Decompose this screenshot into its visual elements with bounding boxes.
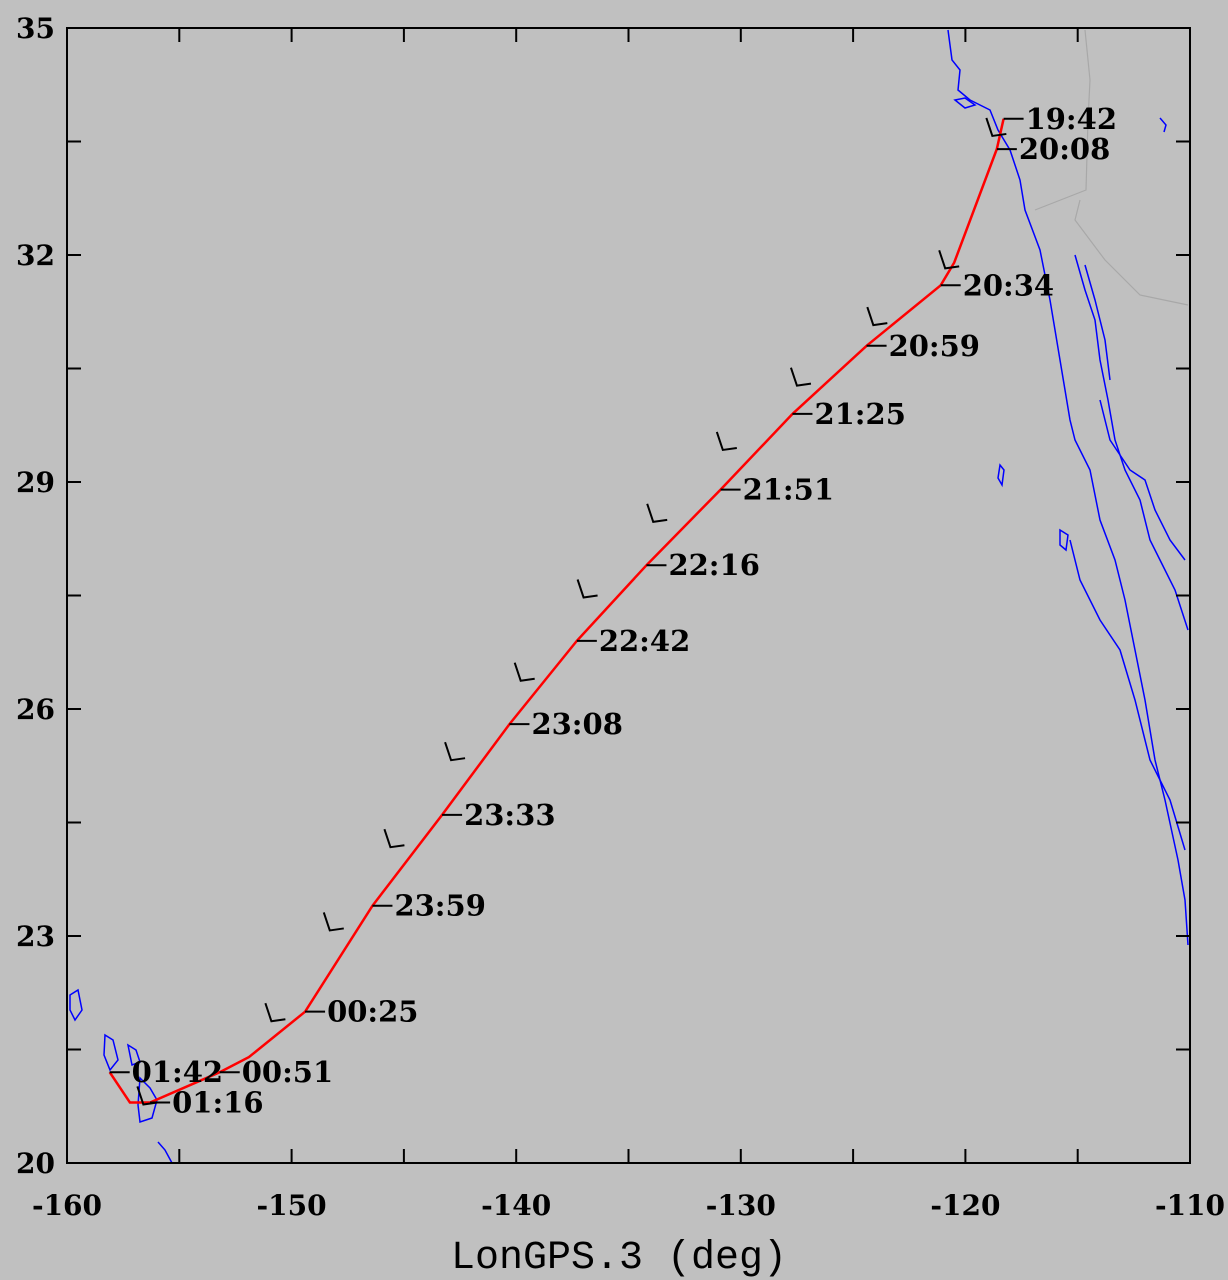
y-tick-label: 26	[16, 693, 55, 726]
time-label-17: 01:42	[132, 1055, 223, 1089]
coastline-10	[103, 1033, 119, 1072]
coastline-layer	[69, 29, 1189, 1164]
time-label-11: 23:59	[394, 889, 485, 923]
coastline-4	[1084, 264, 1111, 381]
time-label-4: 20:59	[889, 329, 980, 363]
coastline-1	[1074, 254, 1189, 631]
coastline-6	[997, 463, 1005, 488]
x-tick-label: -110	[1155, 1189, 1225, 1222]
time-label-5: 21:25	[814, 397, 905, 431]
time-label-3: 20:34	[963, 268, 1054, 302]
wind-barb-marker-2	[790, 367, 812, 387]
time-label-14: 00:51	[242, 1055, 333, 1089]
coastline-13	[157, 1141, 173, 1164]
wind-barb-marker-5	[576, 579, 598, 599]
wind-barb-marker-8	[383, 828, 405, 849]
time-label-12: 00:25	[327, 995, 418, 1029]
wind-barb-marker-4	[646, 503, 668, 523]
coastline-7	[1059, 528, 1069, 552]
coastline-9	[69, 988, 83, 1022]
x-tick-label: -140	[481, 1189, 551, 1222]
coastline-0	[947, 29, 1189, 946]
wind-barb-layer	[136, 117, 1007, 1106]
coastline-8	[1159, 117, 1167, 133]
coastline-12	[137, 1076, 158, 1124]
border-line-1	[1074, 199, 1189, 306]
time-label-1: 20:08	[1019, 132, 1110, 166]
wind-barb-marker-0	[938, 250, 960, 270]
time-label-7: 22:16	[668, 548, 759, 582]
wind-barb-marker-10	[264, 1002, 286, 1023]
y-tick-label: 32	[16, 239, 55, 272]
x-axis-label: LonGPS.3 (deg)	[451, 1236, 787, 1280]
time-label-8: 22:42	[599, 624, 690, 658]
wind-barb-marker-12	[136, 1086, 158, 1106]
wind-barb-marker-1	[866, 306, 888, 327]
coastline-5	[953, 97, 977, 109]
x-tick-label: -160	[32, 1189, 102, 1222]
x-tick-label: -120	[930, 1189, 1000, 1222]
flight-track-layer	[108, 118, 1005, 1104]
time-label-0: 19:42	[1026, 102, 1117, 136]
wind-barb-marker-6	[513, 662, 535, 682]
time-label-10: 23:33	[464, 798, 555, 832]
time-label-9: 23:08	[531, 707, 622, 741]
time-label-6: 21:51	[743, 473, 834, 507]
coastline-3	[1099, 399, 1186, 561]
wind-barb-marker-11	[985, 117, 1007, 138]
flight-track-line	[108, 118, 1005, 1104]
coastline-2	[1069, 539, 1186, 851]
wind-barb-marker-3	[715, 431, 737, 452]
coastline-11	[126, 1043, 141, 1067]
time-label-15: 01:16	[172, 1085, 263, 1119]
y-tick-label: 35	[16, 12, 55, 45]
plot-frame	[66, 27, 1191, 1164]
x-tick-label: -130	[706, 1189, 776, 1222]
wind-barb-marker-7	[444, 741, 466, 762]
axes: -160 -150 -140 -130 -120 -110 20 23 26 29 32 35	[16, 12, 1225, 1222]
y-tick-label: 23	[16, 920, 55, 953]
y-tick-label: 29	[16, 466, 55, 499]
wind-barb-marker-9	[322, 912, 344, 932]
x-tick-label: -150	[257, 1189, 327, 1222]
y-tick-label: 20	[16, 1147, 55, 1180]
border-line-0	[1034, 29, 1091, 211]
